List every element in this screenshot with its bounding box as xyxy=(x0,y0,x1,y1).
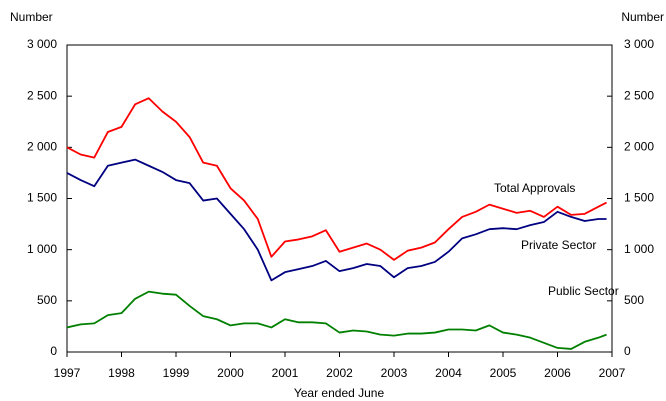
x-tick-label: 2002 xyxy=(326,366,353,380)
x-tick-label: 2004 xyxy=(435,366,462,380)
x-tick-label: 2005 xyxy=(490,366,517,380)
series-label: Total Approvals xyxy=(494,181,575,195)
x-tick-label: 2006 xyxy=(544,366,571,380)
x-tick-label: 2000 xyxy=(217,366,244,380)
plot-frame xyxy=(66,44,613,353)
series-line xyxy=(66,158,607,282)
y2-tick-label: 500 xyxy=(624,293,644,307)
y-tick-label: 0 xyxy=(50,344,57,358)
y2-tick-label: 2 000 xyxy=(624,140,654,154)
series-line xyxy=(66,97,607,261)
y-tick-label: 1 000 xyxy=(27,242,57,256)
y-tick-label: 1 500 xyxy=(27,191,57,205)
y2-tick-label: 0 xyxy=(624,344,631,358)
y-tick-label: 2 500 xyxy=(27,88,57,102)
y2-tick-label: 2 500 xyxy=(624,88,654,102)
x-tick-label: 1997 xyxy=(54,366,81,380)
y2-tick-label: 1 500 xyxy=(624,191,654,205)
x-tick-label: 1998 xyxy=(108,366,135,380)
y-tick-label: 500 xyxy=(37,293,57,307)
y-tick-label: 2 000 xyxy=(27,140,57,154)
y-axis-label: Number xyxy=(10,10,53,24)
x-axis-label: Year ended June xyxy=(294,386,385,400)
y2-axis-label: Number xyxy=(621,10,664,24)
x-tick-label: 2007 xyxy=(599,366,626,380)
series-line xyxy=(66,290,607,350)
y2-tick-label: 1 000 xyxy=(624,242,654,256)
y-tick-label: 3 000 xyxy=(27,37,57,51)
y2-tick-label: 3 000 xyxy=(624,37,654,51)
x-tick-label: 2003 xyxy=(381,366,408,380)
series-label: Private Sector xyxy=(521,238,596,252)
x-tick-label: 1999 xyxy=(163,366,190,380)
x-tick-label: 2001 xyxy=(272,366,299,380)
series-label: Public Sector xyxy=(548,284,619,298)
